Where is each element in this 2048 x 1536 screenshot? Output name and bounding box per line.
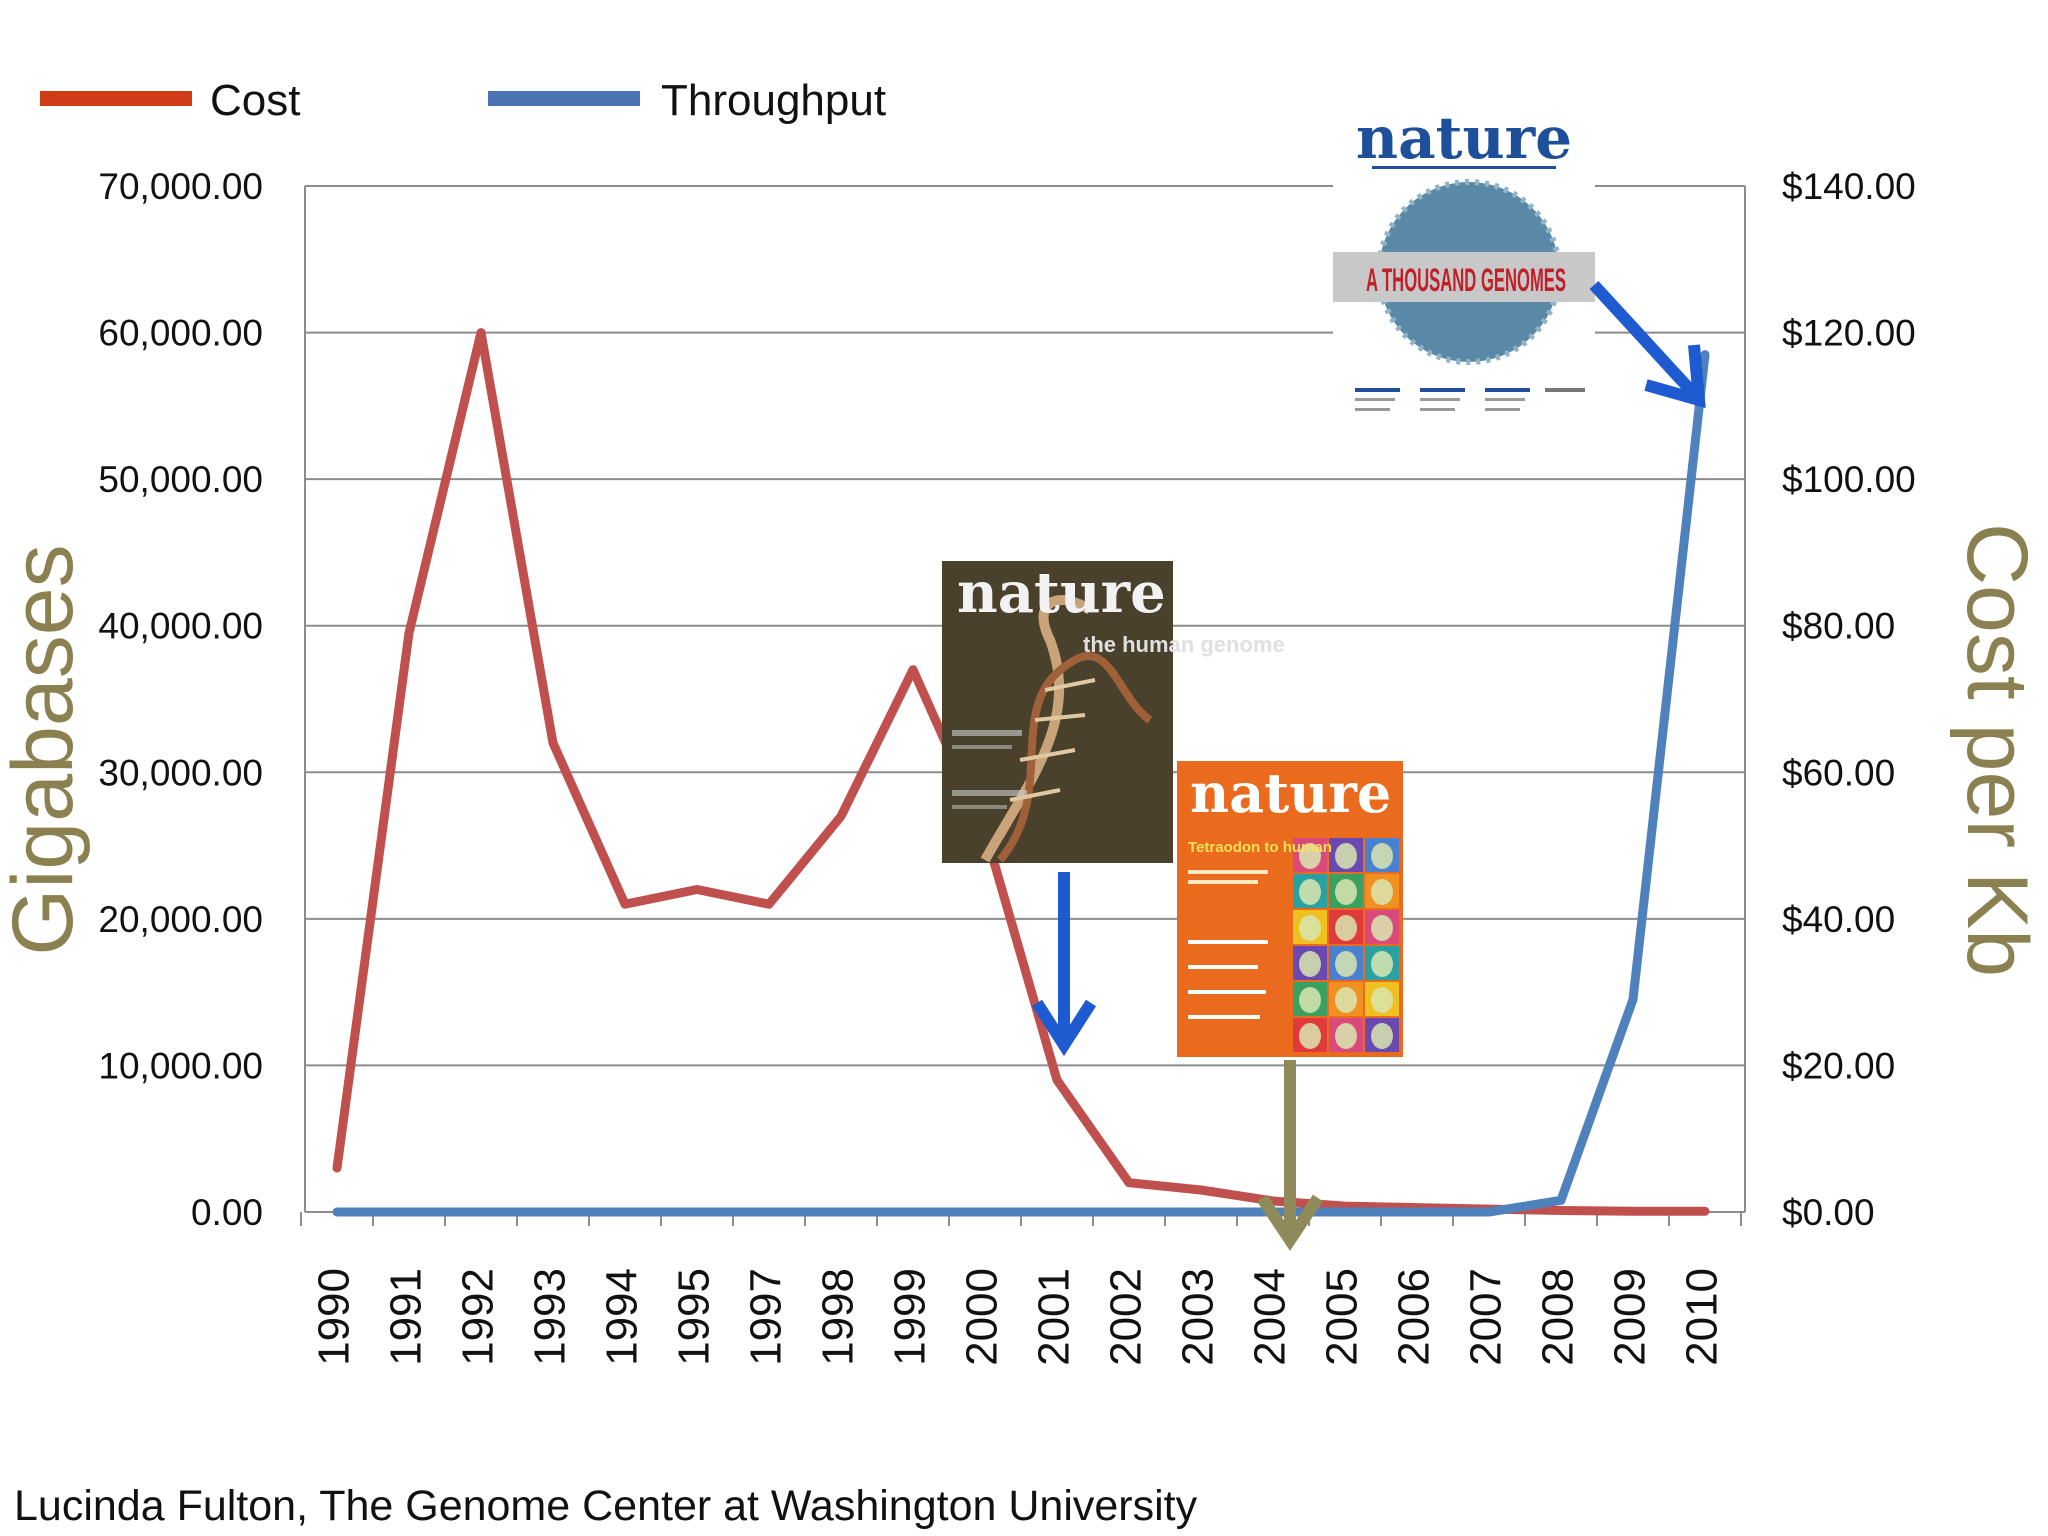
cover-fish bbox=[1299, 915, 1321, 941]
cover-fish bbox=[1371, 1023, 1393, 1049]
y-tick-label: 0.00 bbox=[191, 1192, 263, 1233]
x-tick-label: 2005 bbox=[1318, 1268, 1367, 1366]
cover-masthead-1: nature bbox=[957, 560, 1166, 626]
cover-fish bbox=[1299, 879, 1321, 905]
cover-fish bbox=[1299, 987, 1321, 1013]
cover-tetraodon: nature Tetraodon to human bbox=[1177, 761, 1403, 1057]
x-tick-label: 1994 bbox=[598, 1268, 647, 1366]
x-tick-label: 2009 bbox=[1606, 1268, 1655, 1366]
cover-fish bbox=[1335, 879, 1357, 905]
y-tick-label: 50,000.00 bbox=[98, 459, 263, 500]
x-tick-label: 1998 bbox=[814, 1268, 863, 1366]
cover-fish bbox=[1299, 1023, 1321, 1049]
credit-text: Lucinda Fulton, The Genome Center at Was… bbox=[14, 1482, 1198, 1530]
series-lines bbox=[332, 328, 1710, 1217]
arrow-to-2001 bbox=[1031, 872, 1097, 1057]
cover-masthead-2: nature bbox=[1190, 761, 1391, 825]
cover-fish bbox=[1371, 951, 1393, 977]
y2-tick-label: $100.00 bbox=[1782, 459, 1916, 500]
x-tick-label: 2008 bbox=[1534, 1268, 1583, 1366]
y2-tick-label: $140.00 bbox=[1782, 166, 1916, 207]
cover-fish bbox=[1299, 843, 1321, 869]
cover-headline-2: Tetraodon to human bbox=[1188, 839, 1332, 856]
y-tick-label: 40,000.00 bbox=[98, 606, 263, 647]
x-tick-label: 2003 bbox=[1174, 1268, 1223, 1366]
x-tick-label: 1991 bbox=[382, 1268, 431, 1366]
arrow-to-2010 bbox=[1589, 280, 1706, 409]
legend: Cost Throughput bbox=[40, 76, 886, 125]
x-tick-label: 1999 bbox=[886, 1268, 935, 1366]
y2-tick-label: $80.00 bbox=[1782, 606, 1895, 647]
x-tick-label: 2006 bbox=[1390, 1268, 1439, 1366]
x-tick-label: 1993 bbox=[526, 1268, 575, 1366]
y-axis-title: Gigabases bbox=[0, 544, 91, 955]
cover-fish bbox=[1371, 915, 1393, 941]
y2-tick-label: $40.00 bbox=[1782, 899, 1895, 940]
legend-swatch-throughput bbox=[488, 91, 640, 106]
y2-tick-label: $20.00 bbox=[1782, 1045, 1895, 1086]
x-tick-label: 2000 bbox=[958, 1268, 1007, 1366]
cover-headline-1: the human genome bbox=[1083, 632, 1285, 657]
x-tick-label: 2001 bbox=[1030, 1268, 1079, 1366]
y2-tick-label: $0.00 bbox=[1782, 1192, 1875, 1233]
cover-fish bbox=[1335, 951, 1357, 977]
x-tick-label: 1990 bbox=[310, 1268, 359, 1366]
y-tick-label: 10,000.00 bbox=[98, 1045, 263, 1086]
cover-fish bbox=[1335, 843, 1357, 869]
x-tick-label: 2010 bbox=[1678, 1268, 1727, 1366]
arrow-to-2004 bbox=[1257, 1060, 1323, 1251]
cover-fish bbox=[1371, 843, 1393, 869]
cover-headline-3: A THOUSAND GENOMES bbox=[1366, 262, 1566, 298]
cover-masthead-3: nature bbox=[1356, 104, 1572, 172]
cover-fish bbox=[1335, 915, 1357, 941]
y-tick-label: 30,000.00 bbox=[98, 752, 263, 793]
x-tick-label: 1995 bbox=[670, 1268, 719, 1366]
cover-human-genome: nature the human genome bbox=[942, 560, 1285, 863]
y-tick-label: 60,000.00 bbox=[98, 313, 263, 354]
x-tick-label: 2007 bbox=[1462, 1268, 1511, 1366]
legend-label-throughput: Throughput bbox=[661, 76, 886, 125]
cover-fish bbox=[1371, 879, 1393, 905]
cover-fish bbox=[1335, 1023, 1357, 1049]
y2-tick-label: $60.00 bbox=[1782, 752, 1895, 793]
x-tick-label: 2002 bbox=[1102, 1268, 1151, 1366]
cover-fish bbox=[1299, 951, 1321, 977]
series-line-throughput bbox=[332, 350, 1710, 1217]
legend-label-cost: Cost bbox=[210, 76, 300, 125]
x-tick-label: 1997 bbox=[742, 1268, 791, 1366]
x-tick-label: 1992 bbox=[454, 1268, 503, 1366]
cover-fish bbox=[1371, 987, 1393, 1013]
x-tick-label: 2004 bbox=[1246, 1268, 1295, 1366]
y-tick-label: 20,000.00 bbox=[98, 899, 263, 940]
tick-labels: 0.00 $0.00 10,000.00 $20.00 20,000.00 $40.00 3… bbox=[98, 166, 1915, 1366]
y2-tick-label: $120.00 bbox=[1782, 313, 1916, 354]
y-tick-label: 70,000.00 bbox=[98, 166, 263, 207]
legend-swatch-cost bbox=[40, 91, 192, 106]
cover-thousand-genomes: nature A THOUSAND GENOMES bbox=[1333, 100, 1595, 440]
cover-fish bbox=[1335, 987, 1357, 1013]
y2-axis-title: Cost per Kb bbox=[1949, 523, 2045, 977]
